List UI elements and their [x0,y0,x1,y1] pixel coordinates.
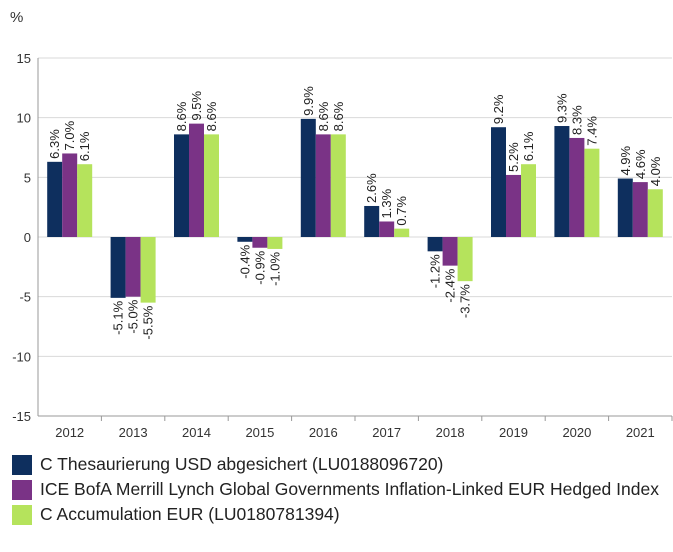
y-tick-label: 15 [17,51,31,66]
y-tick-label: 10 [17,111,31,126]
bar-series-2 [569,137,585,237]
x-tick-label: 2014 [182,425,211,440]
x-tick-label: 2016 [309,425,338,440]
data-label: 4.6% [633,149,648,179]
data-label: 7.4% [584,116,599,146]
y-unit-label: % [10,9,23,26]
bar-series-1 [237,237,253,242]
bars: 6.3% 7.0% 6.1%-5.1% -5.0% -5.5%8.6% 9.5% 8.6%-… [47,86,663,340]
bar-series-3 [457,237,473,282]
data-label: -0.9% [252,250,267,284]
x-tick-label: 2019 [499,425,528,440]
data-label: 9.9% [301,86,316,116]
data-label: -5.5% [141,305,156,339]
bar-series-2 [506,174,521,237]
data-label: 8.6% [316,101,331,131]
bar-series-2 [442,237,458,266]
legend: C Thesaurierung USD abgesichert (LU01880… [12,454,672,529]
bar-series-3 [204,134,219,237]
bar-series-1 [554,126,570,237]
y-tick-label: -15 [12,409,31,424]
bar-series-1 [110,237,126,298]
x-tick-label: 2020 [562,425,591,440]
legend-item-series-1: C Thesaurierung USD abgesichert (LU01880… [12,454,672,475]
x-tick-label: 2017 [372,425,401,440]
data-label: -1.2% [428,254,443,288]
data-label: -5.1% [111,300,126,334]
bar-series-3 [394,228,410,237]
bar-series-2 [62,153,78,237]
data-label: 4.0% [648,156,663,186]
y-tick-label: 5 [24,170,31,185]
y-tick-label: -5 [19,290,31,305]
legend-item-series-3: C Accumulation EUR (LU0180781394) [12,504,672,525]
data-label: 0.7% [394,196,409,226]
bar-series-3 [140,237,156,303]
data-label: 8.6% [331,101,346,131]
x-tick-label: 2013 [119,425,148,440]
data-label: 5.2% [506,142,521,172]
bar-series-1 [617,178,633,237]
data-label: 7.0% [62,120,77,150]
bar-series-1 [427,237,443,252]
bar-series-3 [647,189,663,237]
data-label: 9.5% [189,91,204,121]
x-tick-label: 2015 [245,425,274,440]
bar-series-1 [47,161,63,237]
data-label: -1.0% [267,252,282,286]
x-tick-label: 2018 [436,425,465,440]
data-label: 8.3% [569,105,584,135]
bar-series-3 [584,148,600,237]
bar-series-2 [379,221,395,237]
data-label: 9.2% [491,94,506,124]
bar-series-2 [632,182,648,237]
data-label: 2.6% [364,173,379,203]
data-label: 6.3% [47,129,62,159]
legend-item-series-2: ICE BofA Merrill Lynch Global Government… [12,479,672,500]
bar-series-2 [315,134,331,237]
bar-series-2 [189,123,204,237]
y-tick-label: 0 [24,230,31,245]
data-label: 6.1% [77,131,92,161]
bar-series-2 [125,237,141,297]
legend-swatch-series-1 [12,455,32,475]
y-tick-label: -10 [12,349,31,364]
bar-series-1 [491,127,506,237]
data-label: 4.9% [618,145,633,175]
legend-label-series-2: ICE BofA Merrill Lynch Global Government… [40,479,659,499]
bar-series-3 [330,134,346,237]
data-label: -5.0% [126,299,141,333]
bar-series-3 [77,164,93,237]
data-label: -3.7% [458,284,473,318]
legend-label-series-3: C Accumulation EUR (LU0180781394) [40,504,340,524]
legend-swatch-series-3 [12,505,32,525]
data-label: 9.3% [554,93,569,123]
bar-series-1 [174,134,189,237]
x-axis: 2012 2013 2014 2015 2016 2017 2018 2019 2020 2021 [55,416,673,440]
legend-swatch-series-2 [12,480,32,500]
legend-label-series-1: C Thesaurierung USD abgesichert (LU01880… [40,454,444,474]
bar-series-3 [521,164,536,237]
x-tick-label: 2012 [55,425,84,440]
x-tick-label: 2021 [626,425,655,440]
bar-series-2 [252,237,268,248]
bar-series-3 [267,237,283,249]
data-label: 6.1% [521,131,536,161]
data-label: 1.3% [379,188,394,218]
bar-series-1 [300,118,316,237]
bar-series-1 [364,205,380,237]
data-label: 8.6% [204,101,219,131]
data-label: -2.4% [443,268,458,302]
data-label: -0.4% [237,244,252,278]
data-label: 8.6% [174,101,189,131]
